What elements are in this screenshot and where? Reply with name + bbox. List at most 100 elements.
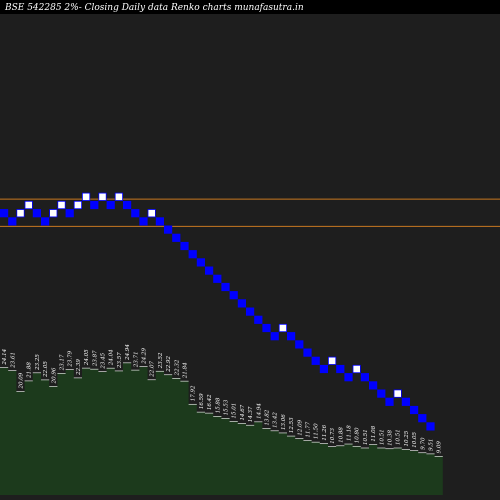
renko-brick-up (327, 356, 337, 365)
volume-label: 14.37 (248, 406, 254, 422)
volume-label: 11.77 (306, 421, 312, 437)
volume-label: 13.82 (265, 409, 271, 425)
volume-label: 23.17 (60, 354, 66, 371)
volume-label: 22.07 (150, 361, 156, 378)
renko-brick-down (32, 209, 42, 218)
volume-label: 10.51 (396, 429, 402, 445)
volume-label: 13.06 (281, 414, 287, 430)
volume-label: 23.25 (35, 354, 41, 371)
volume-label: 20.09 (19, 372, 25, 389)
volume-label: 13.42 (273, 412, 279, 428)
renko-brick-up (147, 209, 156, 218)
volume-label: 20.96 (51, 367, 57, 384)
renko-brick-up (98, 192, 107, 201)
renko-brick-up (49, 209, 58, 218)
volume-label: 10.51 (363, 429, 369, 445)
renko-brick-down (213, 274, 222, 283)
renko-brick-down (229, 291, 238, 300)
renko-brick-down (188, 250, 197, 259)
volume-label: 23.57 (117, 352, 123, 369)
renko-brick-down (344, 373, 353, 382)
volume-label: 24.14 (2, 348, 8, 365)
renko-brick-down (254, 315, 263, 324)
volume-area (0, 362, 443, 495)
renko-brick-up (82, 192, 91, 201)
renko-brick-up (57, 200, 66, 210)
volume-label: 22.92 (166, 356, 172, 373)
volume-label: 12.09 (297, 419, 303, 435)
renko-brick-down (139, 217, 148, 226)
volume-label: 24.29 (142, 347, 148, 364)
renko-brick-up (16, 209, 25, 218)
renko-brick-down (336, 364, 345, 374)
volume-label: 17.92 (191, 385, 197, 401)
volume-label: 10.73 (330, 427, 336, 443)
volume-label: 22.05 (43, 361, 49, 378)
volume-label: 23.61 (10, 352, 16, 369)
volume-label: 9.51 (429, 439, 435, 451)
renko-brick-down (123, 200, 132, 210)
renko-brick-up (278, 323, 288, 333)
renko-brick-down (295, 340, 304, 349)
volume-label: 23.79 (68, 350, 74, 367)
renko-brick-down (172, 233, 181, 242)
volume-label: 21.88 (27, 362, 33, 379)
renko-brick-down (360, 373, 370, 382)
volume-label: 24.04 (109, 349, 115, 366)
volume-label: 23.45 (101, 352, 107, 369)
renko-brick-down (368, 381, 378, 390)
renko-brick-up (24, 200, 33, 210)
volume-label: 9.09 (437, 441, 443, 454)
renko-brick-up (114, 192, 123, 201)
volume-label: 15.88 (215, 397, 221, 413)
volume-label: 23.52 (158, 352, 164, 369)
volume-label: 11.18 (347, 425, 353, 441)
renko-brick-down (319, 364, 329, 374)
volume-label: 24.05 (84, 349, 90, 366)
renko-brick-up (393, 389, 402, 398)
volume-label: 10.25 (404, 430, 410, 446)
renko-brick-down (418, 414, 427, 423)
volume-label: 12.53 (289, 417, 295, 433)
renko-brick-down (41, 217, 50, 226)
renko-brick-down (155, 217, 164, 226)
volume-label: 11.26 (322, 424, 328, 440)
volume-label: 10.51 (379, 429, 385, 445)
renko-brick-up (73, 200, 82, 210)
renko-brick-down (180, 241, 189, 251)
volume-label: 14.67 (240, 404, 246, 420)
renko-brick-down (401, 397, 411, 406)
renko-brick-down (106, 200, 115, 210)
renko-brick-down (311, 356, 320, 365)
renko-brick-down (385, 397, 394, 406)
renko-brick-down (409, 405, 419, 415)
renko-brick-down (377, 389, 386, 398)
volume-label: 14.94 (256, 403, 262, 419)
volume-label: 15.53 (224, 399, 230, 415)
renko-brick-down (65, 209, 74, 218)
volume-label: 16.59 (199, 393, 205, 409)
volume-label: 10.88 (338, 427, 344, 443)
volume-label: 21.84 (183, 362, 189, 379)
renko-brick-up (352, 364, 361, 374)
volume-label: 23.71 (133, 351, 139, 368)
renko-brick-down (8, 217, 17, 226)
renko-brick-down (426, 422, 435, 431)
renko-brick-down (131, 209, 140, 218)
renko-brick-down (286, 332, 296, 341)
volume-label: 24.94 (125, 344, 131, 361)
volume-label: 10.05 (412, 431, 418, 447)
renko-brick-down (303, 348, 312, 357)
volume-label: 23.87 (92, 350, 98, 367)
volume-label: 15.01 (232, 403, 238, 419)
volume-label: 22.32 (174, 359, 180, 376)
renko-brick-down (0, 209, 9, 218)
volume-label: 11.50 (314, 423, 320, 439)
renko-brick-down (90, 200, 99, 210)
renko-brick-down (196, 258, 205, 267)
volume-label: 11.08 (371, 425, 377, 441)
volume-label: 16.42 (207, 394, 213, 410)
renko-brick-down (163, 225, 173, 234)
volume-label: 22.39 (76, 359, 82, 376)
